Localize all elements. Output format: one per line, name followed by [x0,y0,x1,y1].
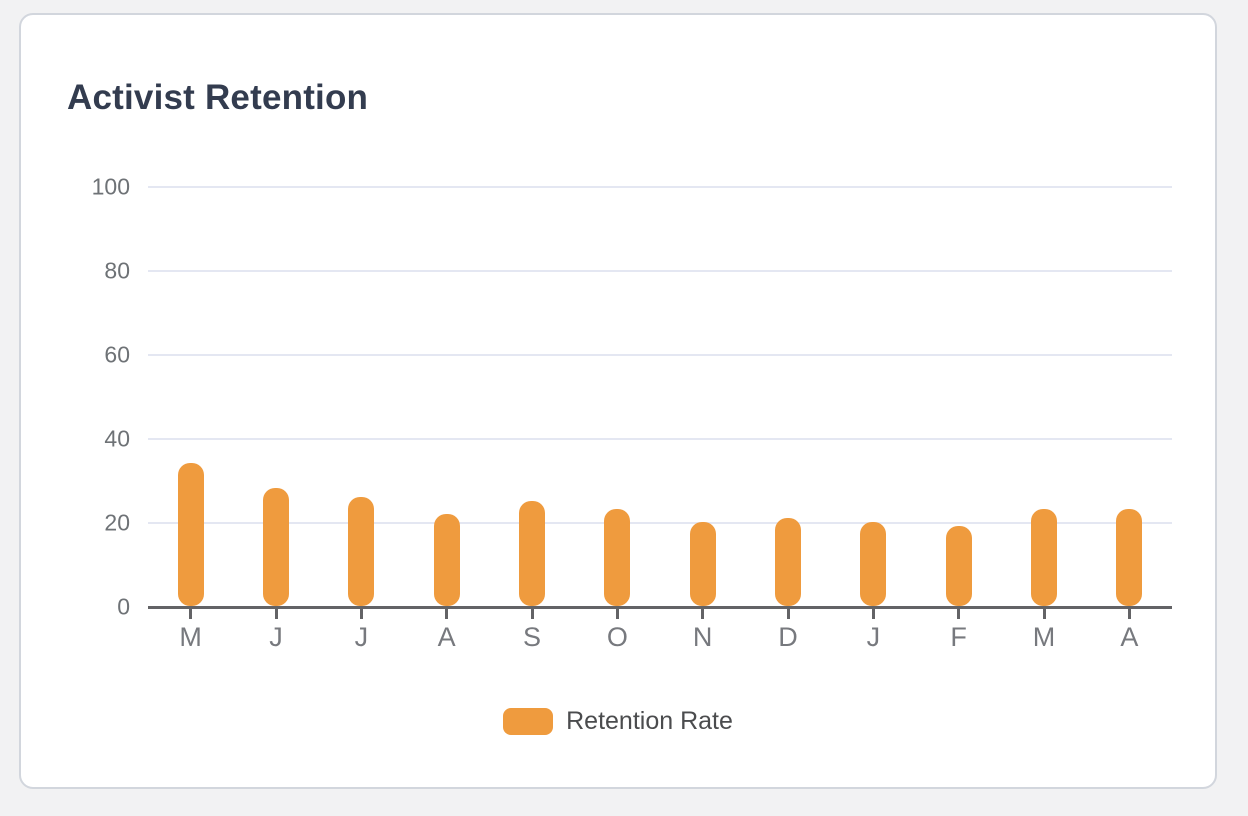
x-axis-label-8-J: J [866,622,881,652]
x-axis-label-6-N: N [692,622,713,652]
chart-legend: Retention Rate [21,707,1215,736]
bar-8-J[interactable] [860,522,887,606]
bar-11-A[interactable] [1116,509,1143,606]
x-axis-label-0-M: M [179,622,202,652]
x-axis-label-1-J: J [269,622,283,652]
bar-2-J[interactable] [348,496,375,606]
gridline-y-100 [148,186,1172,188]
bar-3-A[interactable] [433,513,460,606]
x-axis-label-2-J: J [354,622,369,652]
x-axis-label-9-F: F [950,622,967,652]
x-axis-tick-11 [1127,609,1131,619]
y-axis-tick-label-20: 20 [104,509,130,536]
x-axis-label-4-S: S [522,622,542,652]
x-axis-tick-8 [871,609,875,619]
bar-10-M[interactable] [1031,509,1057,606]
bar-9-F[interactable] [945,526,972,606]
x-axis-label-3-A: A [437,622,456,652]
x-axis-tick-4 [530,609,534,619]
x-axis-tick-10 [1042,609,1046,619]
gridline-y-20 [148,522,1172,524]
x-axis-tick-1 [274,609,278,619]
x-axis-label-7-D: D [778,622,798,652]
legend-swatch-icon [503,708,554,735]
bar-4-S[interactable] [519,501,545,606]
plot-area: 0 20 40 60 80 100 M J J A S O N D J F M A [92,175,1172,652]
y-axis-tick-label-0: 0 [117,593,130,620]
gridline-y-60 [148,354,1172,356]
x-axis-label-11-A: A [1120,622,1139,652]
bar-5-O[interactable] [604,509,631,606]
x-axis-tick-5 [615,609,619,619]
legend-item-retention-rate[interactable]: Retention Rate [503,707,733,736]
chart-card: Activist Retention 0 20 40 60 80 100 M J J A S O N D J… [19,13,1217,789]
x-axis-tick-7 [786,609,790,619]
x-axis-label-5-O: O [606,622,628,652]
y-axis-tick-label-80: 80 [104,257,130,284]
x-axis-tick-9 [957,609,961,619]
x-axis-tick-6 [701,609,705,619]
x-axis-tick-2 [359,609,363,619]
y-axis-tick-label-40: 40 [104,425,130,452]
y-axis-tick-label-100: 100 [91,173,130,200]
bar-6-N[interactable] [689,522,716,606]
legend-label: Retention Rate [566,707,733,735]
gridline-y-40 [148,438,1172,440]
x-axis-line [148,606,1172,609]
y-axis-tick-label-60: 60 [104,341,130,368]
bar-7-D[interactable] [775,517,801,606]
x-axis-tick-3 [445,609,449,619]
gridline-y-80 [148,270,1172,272]
x-axis-tick-0 [189,609,193,619]
x-axis-label-10-M: M [1032,622,1056,652]
bar-0-M[interactable] [177,463,204,606]
chart-title: Activist Retention [67,78,369,117]
bar-1-J[interactable] [263,488,289,606]
